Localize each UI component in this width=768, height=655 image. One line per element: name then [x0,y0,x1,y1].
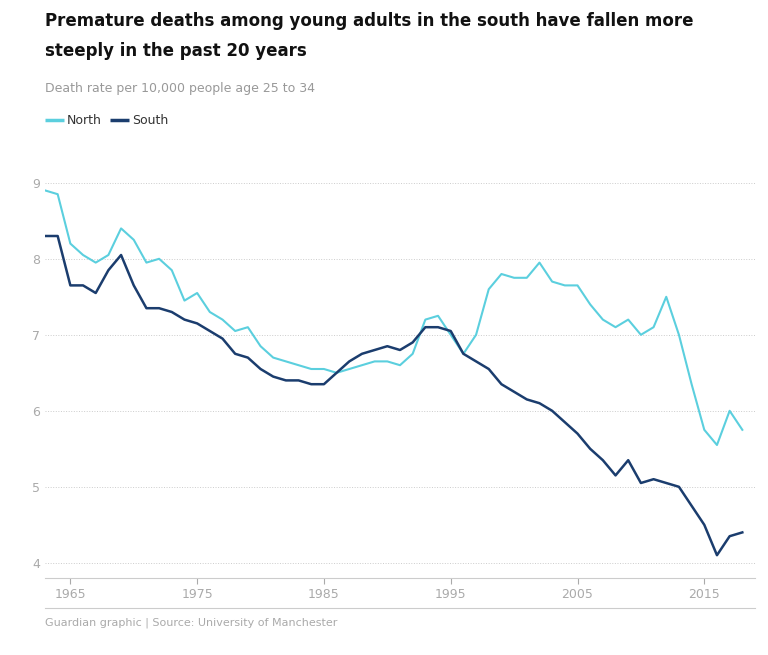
Text: Premature deaths among young adults in the south have fallen more: Premature deaths among young adults in t… [45,12,694,30]
Text: steeply in the past 20 years: steeply in the past 20 years [45,42,306,60]
Text: Guardian graphic | Source: University of Manchester: Guardian graphic | Source: University of… [45,618,337,629]
Text: South: South [132,113,168,126]
Text: North: North [67,113,101,126]
Text: Death rate per 10,000 people age 25 to 34: Death rate per 10,000 people age 25 to 3… [45,82,315,95]
